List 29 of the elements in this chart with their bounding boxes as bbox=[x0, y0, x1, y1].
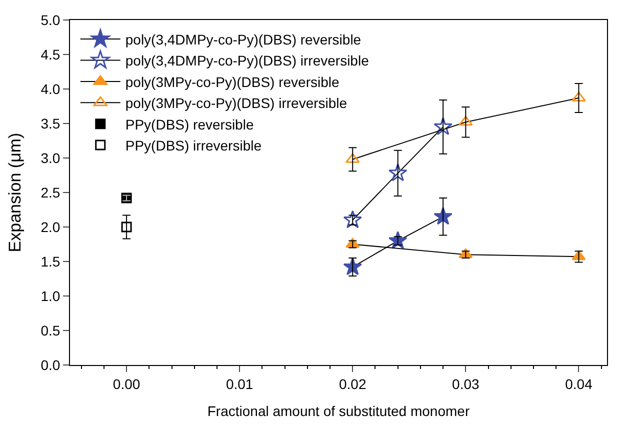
x-tick-label: 0.04 bbox=[565, 376, 593, 392]
point bbox=[434, 117, 452, 136]
x-axis-title: Fractional amount of substituted monomer bbox=[207, 403, 470, 420]
x-tick-label: 0.03 bbox=[452, 376, 480, 392]
y-tick-label: 0.5 bbox=[40, 322, 60, 338]
legend-label: PPy(DBS) reversible bbox=[125, 116, 254, 132]
y-tick-label: 1.5 bbox=[40, 253, 60, 270]
y-tick-label: 2.5 bbox=[40, 184, 60, 200]
legend-label: poly(3,4DMPy-co-Py)(DBS) reversible bbox=[125, 32, 362, 48]
legend-label: PPy(DBS) irreversible bbox=[125, 138, 262, 154]
legend-label: poly(3,4DMPy-co-Py)(DBS) irreversible bbox=[125, 52, 370, 69]
y-tick-label: 1.0 bbox=[40, 288, 60, 304]
legend-label: poly(3MPy-co-Py)(DBS) irreversible bbox=[125, 95, 348, 112]
x-tick-label: 0.01 bbox=[226, 376, 254, 392]
point bbox=[458, 116, 473, 126]
x-tick-label: 0.02 bbox=[339, 376, 366, 392]
y-tick-label: 3.0 bbox=[40, 150, 60, 166]
x-tick-label: 0.00 bbox=[112, 376, 140, 392]
y-tick-label: 5.0 bbox=[40, 12, 60, 28]
y-tick-label: 2.0 bbox=[40, 218, 60, 235]
y-tick-label: 0.0 bbox=[40, 356, 60, 373]
point bbox=[388, 163, 408, 182]
point bbox=[121, 222, 132, 232]
legend-label: poly(3MPy-co-Py)(DBS) reversible bbox=[125, 74, 340, 90]
y-tick-label: 4.0 bbox=[40, 80, 60, 97]
y-axis-title: Expansion (μm) bbox=[5, 132, 24, 252]
y-tick-label: 3.5 bbox=[40, 115, 60, 132]
y-tick-label: 4.5 bbox=[40, 46, 60, 62]
point bbox=[343, 210, 362, 228]
